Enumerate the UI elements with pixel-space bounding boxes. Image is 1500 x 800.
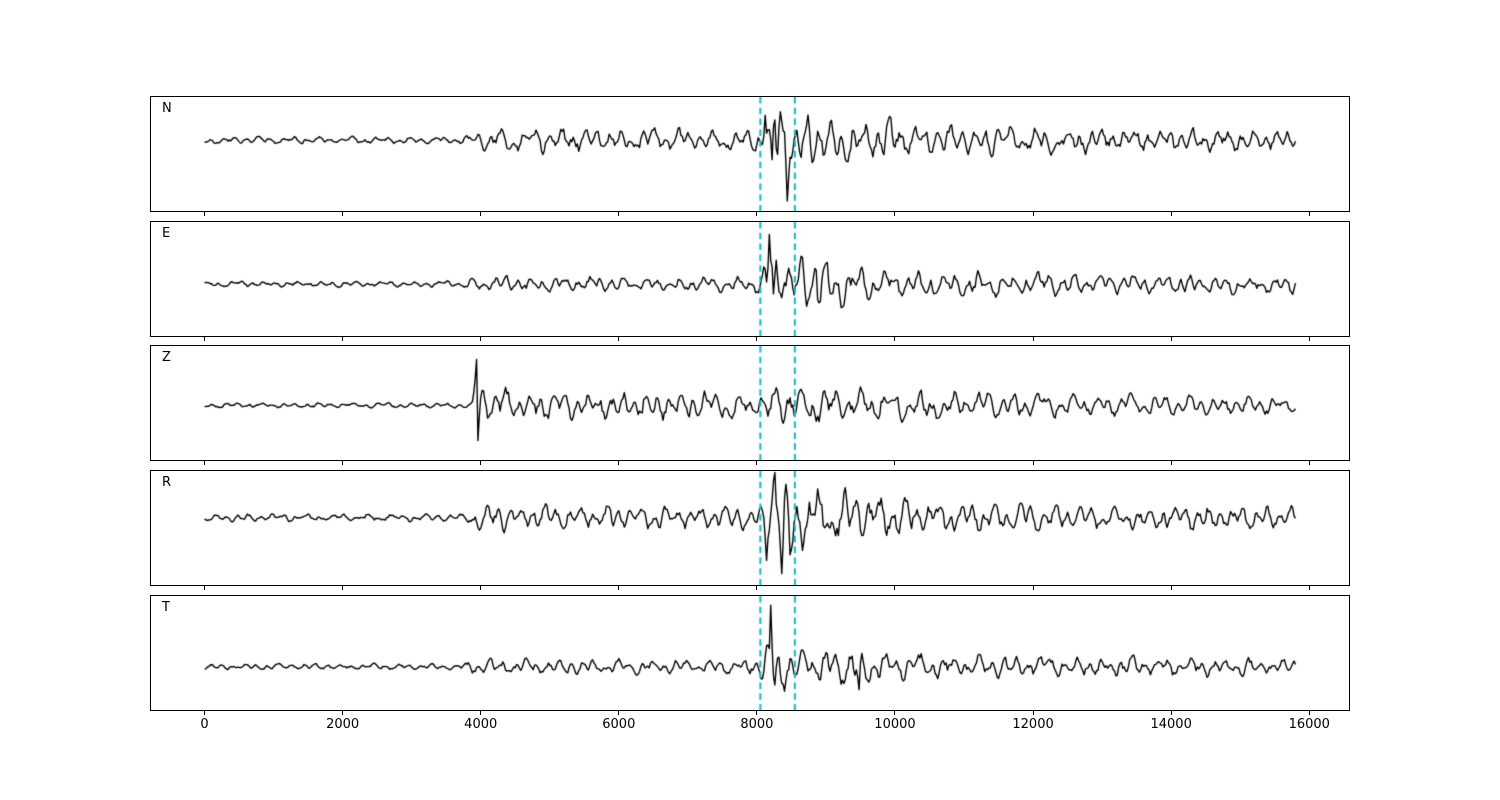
- x-tick-mark: [204, 212, 206, 216]
- waveform-canvas-E: [151, 222, 1349, 336]
- x-tick-mark: [204, 337, 206, 341]
- plot-area: N E Z R T 0 2000 4000 6000 8000 10000 12000 140…: [150, 0, 1350, 760]
- x-tick-mark: [480, 212, 482, 216]
- x-tick-label: 0: [200, 717, 209, 732]
- x-tick-mark: [1308, 212, 1310, 216]
- x-tick-mark: [618, 586, 620, 590]
- x-tick-label: 16000: [1288, 717, 1330, 732]
- x-tick-label: 4000: [464, 717, 498, 732]
- x-tick-mark: [1170, 337, 1172, 341]
- x-tick-mark: [1170, 586, 1172, 590]
- x-tick-mark: [756, 212, 758, 216]
- x-tick-mark: [342, 711, 344, 715]
- panel-label-E: E: [162, 226, 171, 241]
- x-tick-mark: [204, 461, 206, 465]
- x-tick-mark: [1308, 586, 1310, 590]
- panel-E: E: [150, 221, 1350, 337]
- x-tick-mark: [618, 461, 620, 465]
- x-tick-mark: [1308, 461, 1310, 465]
- waveform-canvas-R: [151, 471, 1349, 585]
- x-tick-mark: [756, 711, 758, 715]
- x-tick-mark: [1170, 212, 1172, 216]
- x-tick-mark: [204, 586, 206, 590]
- waveform-canvas-T: [151, 596, 1349, 710]
- x-tick-mark: [894, 212, 896, 216]
- x-tick-mark: [204, 711, 206, 715]
- x-tick-mark: [894, 337, 896, 341]
- x-tick-label: 2000: [326, 717, 360, 732]
- x-tick-label: 10000: [874, 717, 916, 732]
- x-tick-mark: [894, 586, 896, 590]
- panel-label-T: T: [162, 600, 170, 615]
- x-tick-mark: [618, 337, 620, 341]
- panel-label-R: R: [162, 475, 172, 490]
- panel-label-N: N: [162, 101, 172, 116]
- x-tick-label: 14000: [1150, 717, 1192, 732]
- x-tick-label: 8000: [740, 717, 774, 732]
- panel-R: R: [150, 470, 1350, 586]
- waveform-canvas-N: [151, 97, 1349, 211]
- x-tick-mark: [1032, 337, 1034, 341]
- x-tick-mark: [1170, 461, 1172, 465]
- x-tick-label: 6000: [602, 717, 636, 732]
- x-tick-mark: [480, 337, 482, 341]
- x-tick-mark: [480, 461, 482, 465]
- x-tick-mark: [1170, 711, 1172, 715]
- x-tick-mark: [756, 461, 758, 465]
- x-tick-mark: [342, 586, 344, 590]
- x-tick-mark: [342, 461, 344, 465]
- x-tick-mark: [1308, 711, 1310, 715]
- x-tick-mark: [1032, 461, 1034, 465]
- panel-N: N: [150, 96, 1350, 212]
- x-tick-mark: [342, 212, 344, 216]
- panel-label-Z: Z: [162, 350, 171, 365]
- x-tick-label: 12000: [1012, 717, 1054, 732]
- x-tick-mark: [894, 711, 896, 715]
- x-tick-mark: [480, 711, 482, 715]
- x-tick-mark: [618, 711, 620, 715]
- x-tick-mark: [1032, 212, 1034, 216]
- x-tick-mark: [1032, 586, 1034, 590]
- panel-Z: Z: [150, 345, 1350, 461]
- x-tick-mark: [756, 337, 758, 341]
- waveform-canvas-Z: [151, 346, 1349, 460]
- panel-T: T: [150, 595, 1350, 711]
- x-tick-mark: [618, 212, 620, 216]
- x-tick-mark: [894, 461, 896, 465]
- x-tick-mark: [480, 586, 482, 590]
- x-tick-mark: [756, 586, 758, 590]
- x-tick-mark: [1308, 337, 1310, 341]
- x-tick-mark: [342, 337, 344, 341]
- x-tick-mark: [1032, 711, 1034, 715]
